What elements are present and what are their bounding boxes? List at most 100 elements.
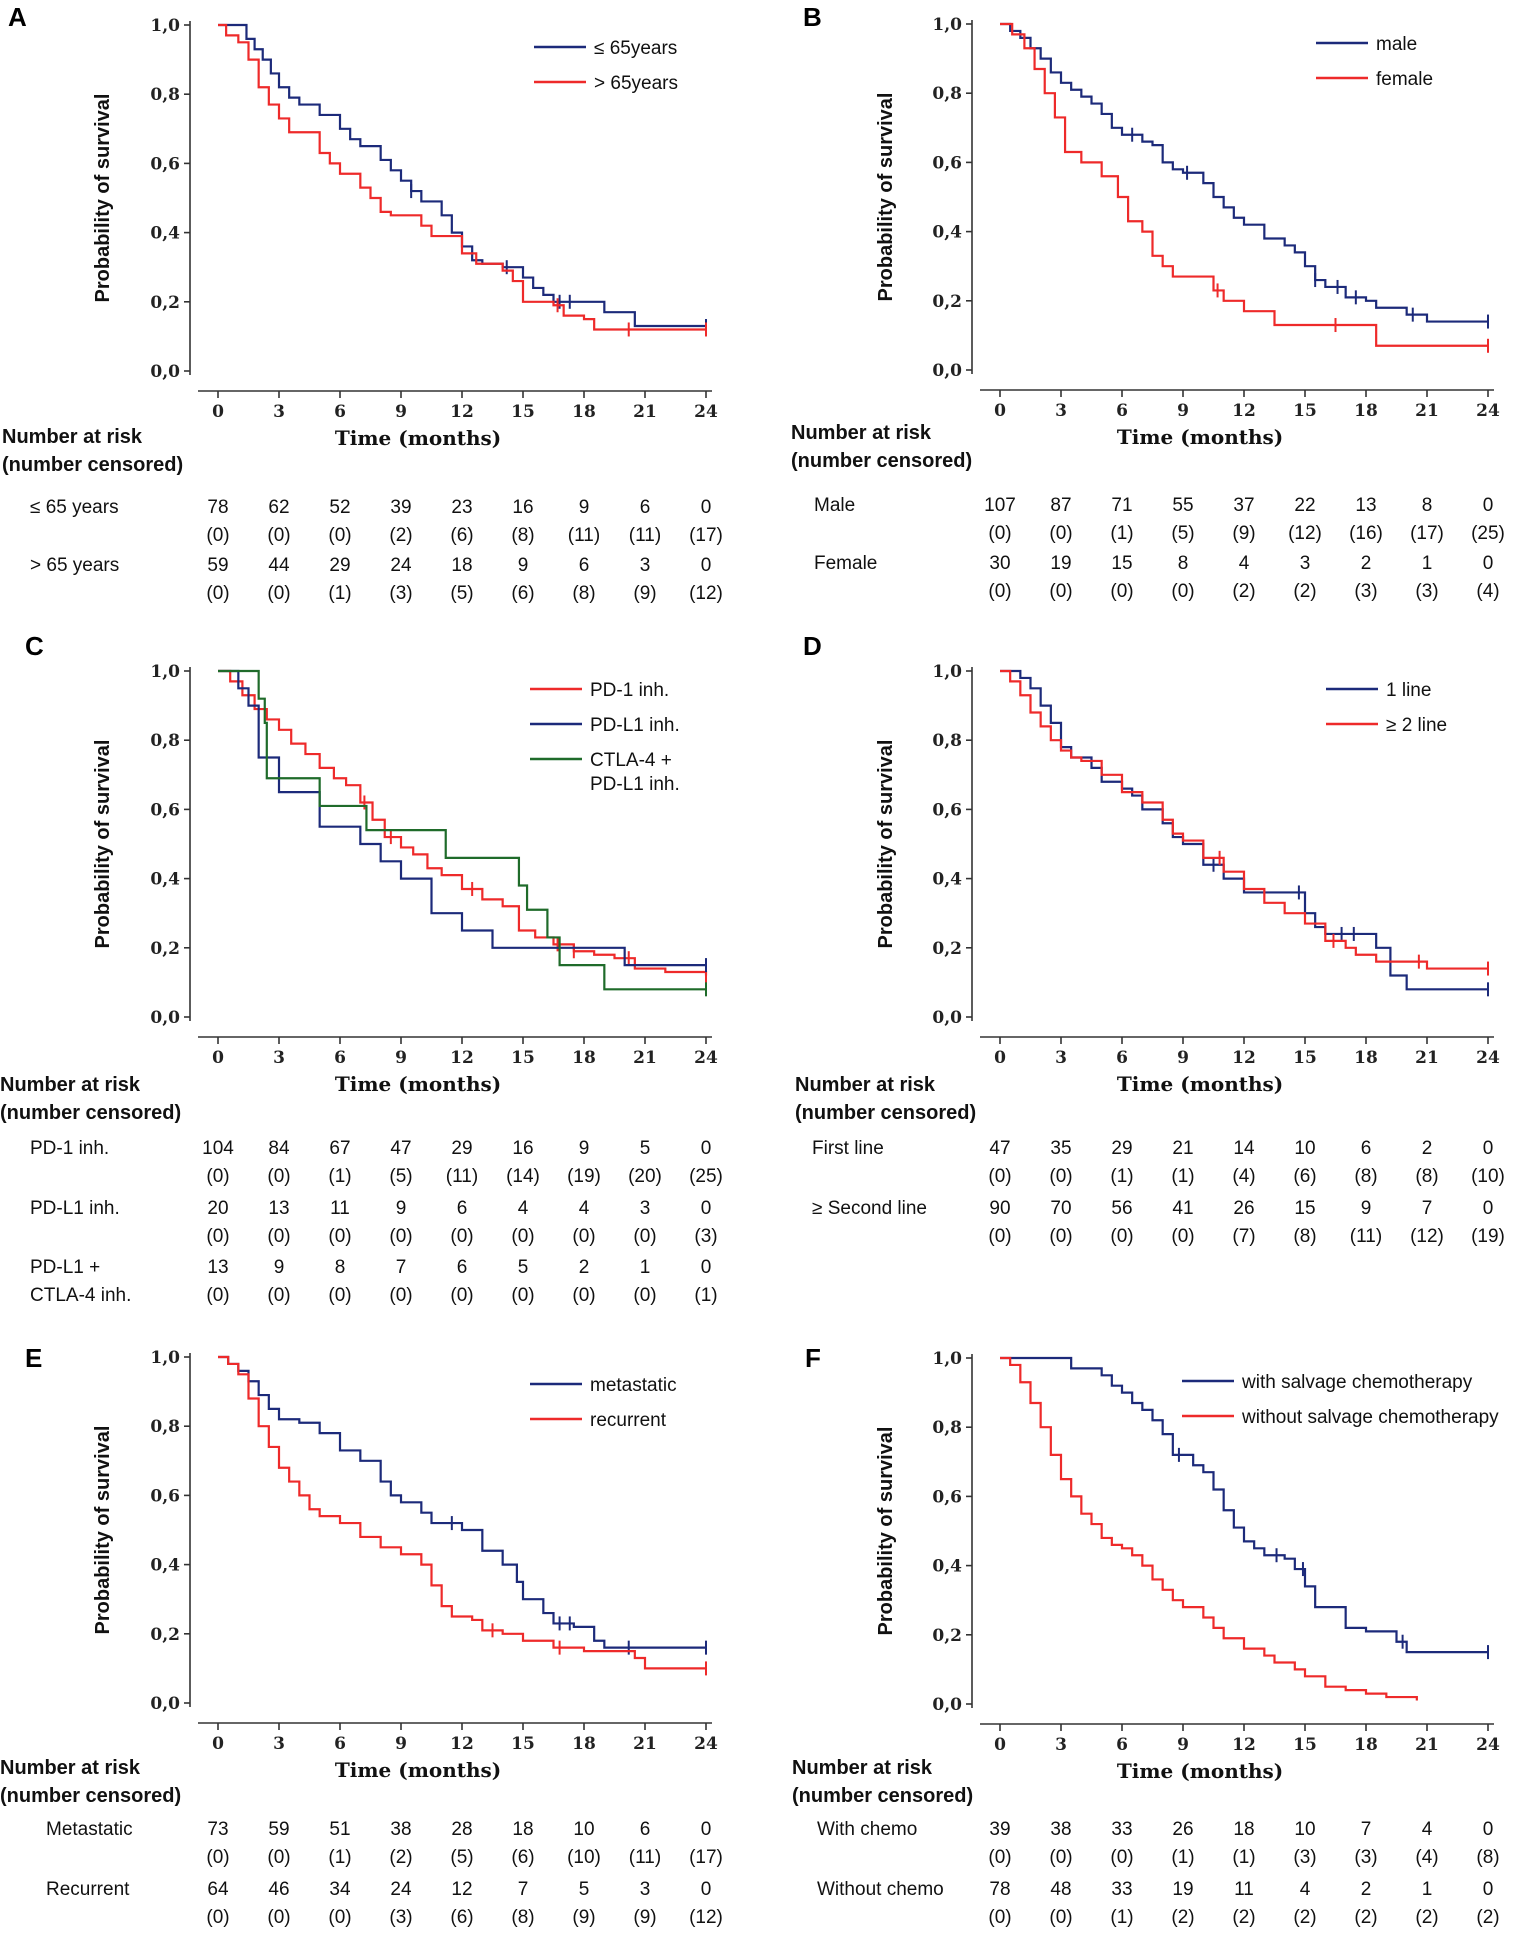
risk-censored-value: (0) (267, 1166, 290, 1187)
x-tick-label: 18 (572, 1734, 596, 1754)
risk-censored-value: (2) (1232, 1907, 1255, 1928)
risk-at-risk-value: 4 (579, 1198, 590, 1219)
risk-censored-value: (2) (389, 1847, 412, 1868)
risk-censored-value: (0) (450, 1285, 473, 1306)
survival-curve-red (218, 23, 706, 331)
y-axis-label: Probability of survival (875, 740, 897, 949)
risk-at-risk-value: 11 (330, 1198, 350, 1219)
risk-at-risk-value: 6 (457, 1198, 468, 1219)
x-axis-label: Time (months) (335, 1758, 501, 1782)
risk-censored-value: (5) (1171, 523, 1194, 544)
risk-row-label: Without chemo (817, 1879, 944, 1900)
risk-at-risk-value: 10 (1294, 1138, 1315, 1159)
risk-censored-value: (5) (450, 583, 473, 604)
y-tick-label: 0,2 (932, 1626, 962, 1646)
y-tick-label: 0,8 (150, 85, 180, 105)
risk-at-risk-value: 18 (1233, 1819, 1254, 1840)
y-tick-label: 0,2 (932, 939, 962, 959)
risk-row-label: ≥ Second line (812, 1198, 927, 1219)
risk-at-risk-value: 4 (1239, 553, 1250, 574)
risk-at-risk-value: 107 (984, 495, 1016, 516)
panel-E: E 0,0 0,2 0,4 0,6 0,8 1,0 0 3 6 9 12 15 18 21 24 Time (m… (0, 1343, 723, 1928)
risk-censored-value: (3) (1354, 1847, 1377, 1868)
y-tick-label: 0,4 (932, 1557, 962, 1577)
panel-letter: E (25, 1343, 42, 1373)
risk-censored-value: (0) (1049, 1907, 1072, 1928)
risk-at-risk-value: 9 (579, 497, 590, 518)
risk-censored-value: (3) (389, 583, 412, 604)
risk-censored-value: (0) (267, 525, 290, 546)
risk-censored-value: (0) (389, 1285, 412, 1306)
risk-censored-value: (9) (633, 1907, 656, 1928)
risk-censored-value: (8) (1354, 1166, 1377, 1187)
risk-censored-value: (8) (1293, 1226, 1316, 1247)
legend-label: without salvage chemotherapy (1241, 1407, 1499, 1428)
risk-censored-value: (0) (389, 1226, 412, 1247)
risk-table-title: Number at risk (795, 1074, 936, 1096)
risk-at-risk-value: 62 (268, 497, 289, 518)
risk-at-risk-value: 3 (640, 1198, 651, 1219)
risk-at-risk-value: 14 (1233, 1138, 1255, 1159)
legend-label: recurrent (590, 1410, 667, 1431)
risk-at-risk-value: 8 (1178, 553, 1189, 574)
risk-censored-value: (0) (267, 1226, 290, 1247)
risk-at-risk-value: 29 (329, 555, 350, 576)
x-tick-label: 12 (1232, 1048, 1256, 1068)
y-tick-label: 0,2 (150, 293, 180, 313)
risk-row-label: PD-L1 + (30, 1257, 100, 1278)
risk-at-risk-value: 7 (1422, 1198, 1433, 1219)
risk-at-risk-value: 71 (1111, 495, 1132, 516)
legend-label: 1 line (1386, 680, 1431, 701)
y-tick-label: 0,4 (932, 870, 962, 890)
x-tick-label: 24 (694, 1048, 718, 1068)
legend-label: CTLA-4 + PD-L1 inh. (590, 750, 680, 795)
risk-censored-value: (10) (567, 1847, 601, 1868)
risk-table-subtitle: (number censored) (2, 454, 183, 476)
risk-at-risk-value: 64 (207, 1879, 229, 1900)
survival-curve-red (1000, 669, 1488, 970)
risk-censored-value: (0) (511, 1285, 534, 1306)
risk-censored-value: (0) (206, 1285, 229, 1306)
risk-censored-value: (6) (450, 1907, 473, 1928)
y-tick-label: 0,2 (150, 1625, 180, 1645)
risk-row-label: Male (814, 495, 855, 516)
risk-at-risk-value: 104 (202, 1138, 234, 1159)
x-tick-label: 18 (1354, 1735, 1378, 1755)
risk-censored-value: (3) (389, 1907, 412, 1928)
risk-at-risk-value: 20 (207, 1198, 228, 1219)
risk-censored-value: (4) (1415, 1847, 1438, 1868)
risk-at-risk-value: 13 (207, 1257, 228, 1278)
y-tick-label: 0,2 (150, 939, 180, 959)
x-axis-label: Time (months) (335, 1072, 501, 1096)
risk-at-risk-value: 39 (390, 497, 411, 518)
risk-row-label: Metastatic (46, 1819, 133, 1840)
risk-censored-value: (19) (1471, 1226, 1505, 1247)
x-tick-label: 15 (511, 402, 535, 422)
risk-censored-value: (12) (1410, 1226, 1444, 1247)
risk-at-risk-value: 13 (1355, 495, 1376, 516)
risk-at-risk-value: 7 (1361, 1819, 1372, 1840)
legend-label: PD-1 inh. (590, 680, 669, 701)
risk-table-title: Number at risk (791, 422, 932, 444)
risk-censored-value: (25) (1471, 523, 1505, 544)
x-tick-label: 3 (1055, 1048, 1067, 1068)
x-tick-label: 24 (694, 1734, 718, 1754)
survival-curve-blue (218, 1355, 706, 1649)
y-tick-label: 0,4 (150, 1556, 180, 1576)
y-tick-label: 0,6 (932, 800, 962, 820)
risk-censored-value: (11) (629, 525, 661, 546)
risk-censored-value: (2) (1354, 1907, 1377, 1928)
risk-at-risk-value: 0 (1483, 1819, 1494, 1840)
risk-at-risk-value: 35 (1050, 1138, 1071, 1159)
risk-censored-value: (11) (1350, 1226, 1382, 1247)
risk-censored-value: (0) (206, 525, 229, 546)
survival-curve-red (1000, 1356, 1418, 1701)
risk-at-risk-value: 8 (1422, 495, 1433, 516)
risk-row-label: CTLA-4 inh. (30, 1285, 131, 1306)
risk-censored-value: (2) (1476, 1907, 1499, 1928)
x-axis-label: Time (months) (1117, 425, 1283, 449)
risk-at-risk-value: 22 (1294, 495, 1315, 516)
risk-censored-value: (0) (328, 1285, 351, 1306)
risk-censored-value: (0) (572, 1285, 595, 1306)
risk-at-risk-value: 38 (390, 1819, 411, 1840)
